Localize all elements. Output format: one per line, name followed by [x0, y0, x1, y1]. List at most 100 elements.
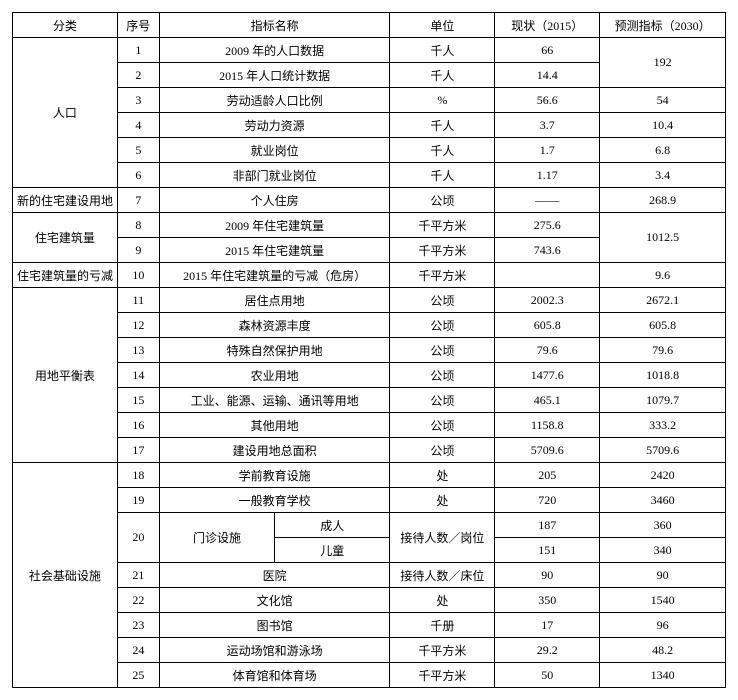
fut-cell: 54	[600, 88, 726, 113]
cur-cell: 17	[495, 613, 600, 638]
cat-cell: 新的住宅建设用地	[13, 188, 118, 213]
unit-cell: 千平方米	[390, 638, 495, 663]
name-cell: 2015 年住宅建筑量	[159, 238, 390, 263]
fut-cell: 360	[600, 513, 726, 538]
idx-cell: 22	[117, 588, 159, 613]
h-name: 指标名称	[159, 13, 390, 38]
cur-cell: 350	[495, 588, 600, 613]
unit-cell: 千人	[390, 138, 495, 163]
cur-cell: ——	[495, 188, 600, 213]
name-cell: 图书馆	[159, 613, 390, 638]
fut-cell: 3.4	[600, 163, 726, 188]
table-row: 16 其他用地 公顷 1158.8 333.2	[13, 413, 726, 438]
name-cell: 个人住房	[159, 188, 390, 213]
unit-cell: 公顷	[390, 388, 495, 413]
unit-cell: 公顷	[390, 188, 495, 213]
table-row: 17 建设用地总面积 公顷 5709.6 5709.6	[13, 438, 726, 463]
table-row: 4 劳动力资源 千人 3.7 10.4	[13, 113, 726, 138]
unit-cell: 公顷	[390, 338, 495, 363]
fut-cell: 1012.5	[600, 213, 726, 263]
cur-cell: 56.6	[495, 88, 600, 113]
unit-cell: 千人	[390, 38, 495, 63]
cat-cell: 人口	[13, 38, 118, 188]
name-cell: 医院	[159, 563, 390, 588]
cur-cell: 1.17	[495, 163, 600, 188]
table-row: 24 运动场馆和游泳场 千平方米 29.2 48.2	[13, 638, 726, 663]
cur-cell: 2002.3	[495, 288, 600, 313]
idx-cell: 24	[117, 638, 159, 663]
unit-cell: 千平方米	[390, 238, 495, 263]
name-cell: 其他用地	[159, 413, 390, 438]
fut-cell: 1079.7	[600, 388, 726, 413]
unit-cell: 处	[390, 588, 495, 613]
unit-cell: 公顷	[390, 363, 495, 388]
name-cell: 2009 年的人口数据	[159, 38, 390, 63]
table-row: 20 门诊设施 成人 接待人数／岗位 187 360	[13, 513, 726, 538]
name-cell: 建设用地总面积	[159, 438, 390, 463]
idx-cell: 16	[117, 413, 159, 438]
name-cell: 2015 年人口统计数据	[159, 63, 390, 88]
cat-cell: 社会基础设施	[13, 463, 118, 688]
idx-cell: 3	[117, 88, 159, 113]
unit-cell: 千人	[390, 113, 495, 138]
fut-cell: 192	[600, 38, 726, 88]
unit-cell: 千册	[390, 613, 495, 638]
table-row: 22 文化馆 处 350 1540	[13, 588, 726, 613]
table-row: 13 特殊自然保护用地 公顷 79.6 79.6	[13, 338, 726, 363]
subname-cell: 儿童	[275, 538, 390, 563]
header-row: 分类 序号 指标名称 单位 现状（2015） 预测指标（2030）	[13, 13, 726, 38]
h-current: 现状（2015）	[495, 13, 600, 38]
cat-cell: 用地平衡表	[13, 288, 118, 463]
name-cell: 门诊设施	[159, 513, 274, 563]
name-cell: 特殊自然保护用地	[159, 338, 390, 363]
fut-cell: 333.2	[600, 413, 726, 438]
unit-cell: 千人	[390, 63, 495, 88]
unit-cell: 处	[390, 463, 495, 488]
idx-cell: 11	[117, 288, 159, 313]
unit-cell: 公顷	[390, 288, 495, 313]
fut-cell: 1540	[600, 588, 726, 613]
fut-cell: 79.6	[600, 338, 726, 363]
cur-cell: 720	[495, 488, 600, 513]
cur-cell	[495, 263, 600, 288]
indicators-table: 分类 序号 指标名称 单位 现状（2015） 预测指标（2030） 人口 1 2…	[12, 12, 726, 688]
h-forecast: 预测指标（2030）	[600, 13, 726, 38]
name-cell: 体育馆和体育场	[159, 663, 390, 688]
table-row: 用地平衡表 11 居住点用地 公顷 2002.3 2672.1	[13, 288, 726, 313]
fut-cell: 9.6	[600, 263, 726, 288]
cur-cell: 29.2	[495, 638, 600, 663]
idx-cell: 12	[117, 313, 159, 338]
fut-cell: 6.8	[600, 138, 726, 163]
idx-cell: 18	[117, 463, 159, 488]
unit-cell: 处	[390, 488, 495, 513]
idx-cell: 15	[117, 388, 159, 413]
table-row: 25 体育馆和体育场 千平方米 50 1340	[13, 663, 726, 688]
unit-cell: 千平方米	[390, 263, 495, 288]
idx-cell: 21	[117, 563, 159, 588]
fut-cell: 2672.1	[600, 288, 726, 313]
name-cell: 学前教育设施	[159, 463, 390, 488]
cur-cell: 187	[495, 513, 600, 538]
unit-cell: 公顷	[390, 438, 495, 463]
unit-cell: %	[390, 88, 495, 113]
fut-cell: 2420	[600, 463, 726, 488]
name-cell: 农业用地	[159, 363, 390, 388]
idx-cell: 9	[117, 238, 159, 263]
table-row: 23 图书馆 千册 17 96	[13, 613, 726, 638]
idx-cell: 5	[117, 138, 159, 163]
cur-cell: 743.6	[495, 238, 600, 263]
name-cell: 劳动适龄人口比例	[159, 88, 390, 113]
name-cell: 就业岗位	[159, 138, 390, 163]
cur-cell: 3.7	[495, 113, 600, 138]
name-cell: 劳动力资源	[159, 113, 390, 138]
name-cell: 2009 年住宅建筑量	[159, 213, 390, 238]
fut-cell: 90	[600, 563, 726, 588]
table-row: 19 一般教育学校 处 720 3460	[13, 488, 726, 513]
idx-cell: 25	[117, 663, 159, 688]
subname-cell: 成人	[275, 513, 390, 538]
fut-cell: 3460	[600, 488, 726, 513]
h-index: 序号	[117, 13, 159, 38]
unit-cell: 接待人数／床位	[390, 563, 495, 588]
idx-cell: 14	[117, 363, 159, 388]
table-row: 6 非部门就业岗位 千人 1.17 3.4	[13, 163, 726, 188]
